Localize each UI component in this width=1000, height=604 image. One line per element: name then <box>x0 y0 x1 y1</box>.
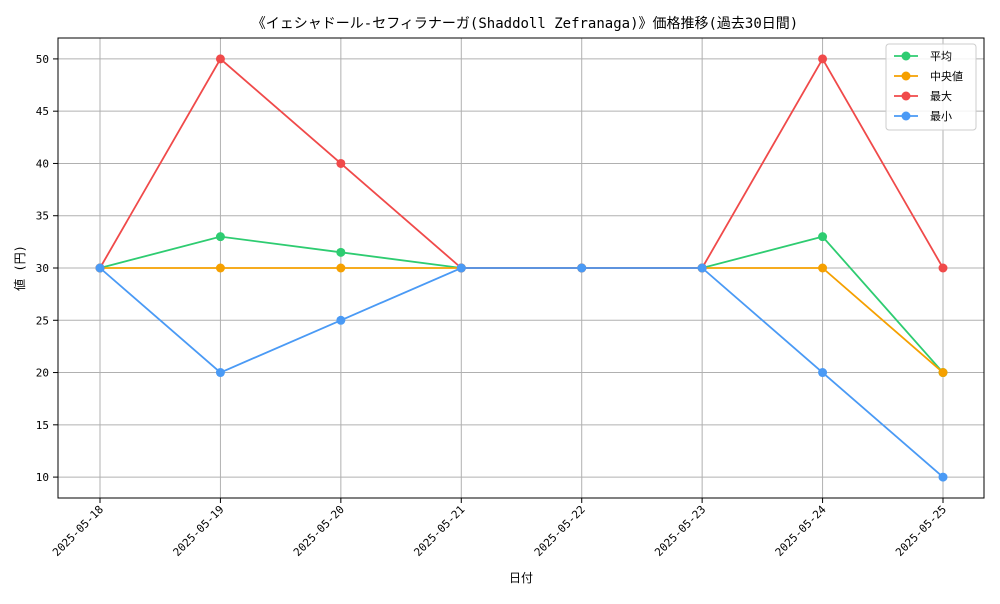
x-tick-label: 2025-05-19 <box>171 503 227 559</box>
data-point <box>336 263 346 273</box>
y-tick-label: 50 <box>36 53 49 66</box>
data-point <box>456 263 466 273</box>
y-tick-label: 30 <box>36 262 49 275</box>
data-point <box>818 232 828 242</box>
x-tick-label: 2025-05-20 <box>291 503 347 559</box>
y-tick-label: 20 <box>36 367 49 380</box>
x-tick-label: 2025-05-24 <box>773 503 829 559</box>
data-point <box>95 263 105 273</box>
legend-box <box>885 43 977 131</box>
series-最小 <box>95 263 948 482</box>
legend-swatch-marker <box>901 51 911 61</box>
legend-label: 最大 <box>930 89 952 103</box>
x-tick-label: 2025-05-18 <box>50 503 106 559</box>
data-point <box>336 158 346 168</box>
y-axis-label: 値 (円) <box>12 245 27 291</box>
y-tick-label: 40 <box>36 157 49 170</box>
data-point <box>336 247 346 257</box>
data-point <box>938 368 948 378</box>
data-point <box>336 315 346 325</box>
data-point <box>818 263 828 273</box>
legend-label: 最小 <box>930 110 952 123</box>
data-point <box>938 472 948 482</box>
data-point <box>577 263 587 273</box>
data-point <box>938 263 948 273</box>
series-平均 <box>95 232 948 378</box>
legend-label: 平均 <box>930 50 952 63</box>
x-tick-label: 2025-05-22 <box>532 503 588 559</box>
axis-ticks: 2025-05-18 2025-05-19 2025-05-20 2025-05-21… <box>36 53 949 559</box>
series-line <box>99 267 944 478</box>
data-point <box>697 263 707 273</box>
data-point <box>215 263 225 273</box>
y-tick-label: 25 <box>36 314 49 327</box>
data-point <box>818 368 828 378</box>
y-tick-label: 15 <box>36 419 49 432</box>
legend-swatch-marker <box>901 71 911 81</box>
data-point <box>215 232 225 242</box>
data-point <box>818 54 828 64</box>
series-lines <box>95 54 948 482</box>
data-point <box>215 54 225 64</box>
y-tick-label: 45 <box>36 105 49 118</box>
data-point <box>215 368 225 378</box>
legend-label: 中央値 <box>930 70 963 83</box>
series-line <box>99 235 944 374</box>
y-tick-label: 35 <box>36 210 49 223</box>
legend-swatch-marker <box>901 111 911 121</box>
chart-title: 《イェシャドール-セフィラナーガ(Shaddoll Zefranaga)》価格推… <box>252 16 798 32</box>
x-tick-label: 2025-05-25 <box>893 503 949 559</box>
legend-swatch-marker <box>901 91 911 101</box>
x-axis-label: 日付 <box>509 571 533 585</box>
x-tick-label: 2025-05-21 <box>411 503 467 559</box>
x-tick-label: 2025-05-23 <box>652 503 708 559</box>
y-tick-label: 10 <box>36 471 49 484</box>
